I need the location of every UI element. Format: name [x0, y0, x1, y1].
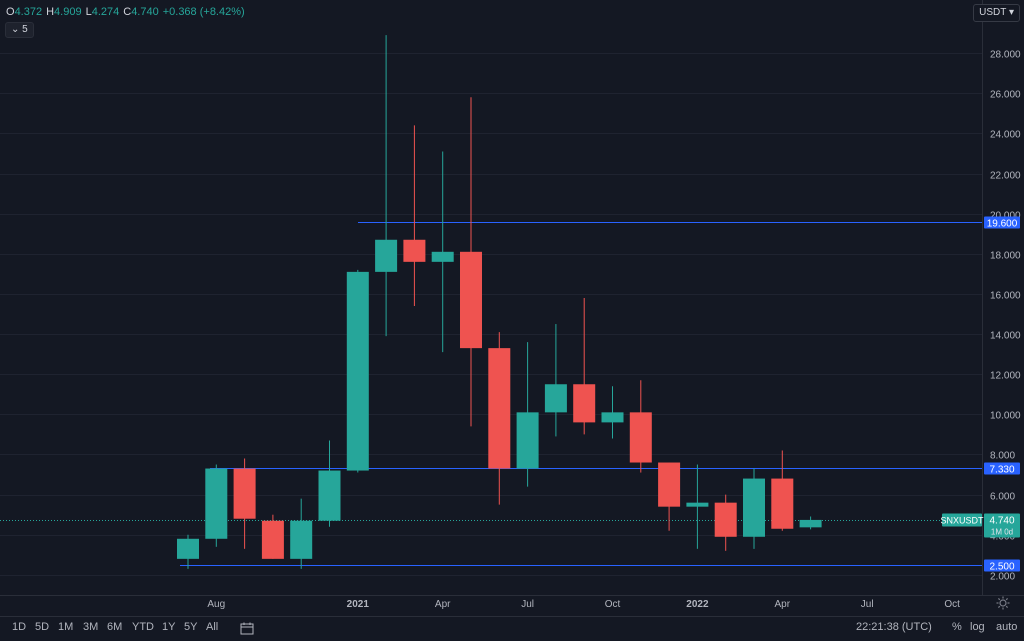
- x-tick-label: Jul: [521, 599, 534, 610]
- indicators-collapse-button[interactable]: ⌄ 5: [5, 22, 34, 38]
- y-tick-label: 8.000: [990, 451, 1015, 462]
- y-tick-label: 28.000: [990, 50, 1021, 61]
- range-1y-button[interactable]: 1Y: [162, 621, 176, 633]
- x-tick-label: 2021: [347, 599, 370, 610]
- level-price-label: 2.500: [989, 562, 1014, 573]
- close-value: 4.740: [131, 6, 159, 18]
- y-tick-label: 14.000: [990, 331, 1021, 342]
- y-tick-label: 24.000: [990, 130, 1021, 141]
- x-tick-label: Jul: [861, 599, 874, 610]
- low-key: L: [85, 6, 92, 18]
- candle-body[interactable]: [460, 251, 482, 349]
- candle-body[interactable]: [403, 239, 426, 262]
- change-value: +0.368 (+8.42%): [162, 6, 245, 18]
- last-price-countdown: 1M 0d: [991, 528, 1013, 537]
- y-tick-label: 10.000: [990, 411, 1021, 422]
- candle-body[interactable]: [771, 478, 794, 529]
- candle-body[interactable]: [544, 384, 567, 413]
- range-6m-button[interactable]: 6M: [107, 621, 123, 633]
- candle-body[interactable]: [799, 519, 822, 528]
- candle-body[interactable]: [601, 412, 624, 423]
- clock[interactable]: 22:21:38 (UTC): [856, 621, 932, 633]
- range-5d-button[interactable]: 5D: [35, 621, 50, 633]
- currency-select[interactable]: USDT ▾: [973, 4, 1020, 22]
- candle-body[interactable]: [573, 384, 596, 423]
- last-price-label: 4.740: [989, 516, 1014, 527]
- level-price-label: 7.330: [989, 465, 1014, 476]
- chevron-down-icon: ⌄: [11, 24, 20, 35]
- candle-body[interactable]: [375, 239, 398, 272]
- level-price-tag: [984, 559, 1020, 572]
- candle-body[interactable]: [516, 412, 539, 469]
- range-1d-button[interactable]: 1D: [12, 621, 27, 633]
- high-key: H: [46, 6, 55, 18]
- y-tick-label: 12.000: [990, 371, 1021, 382]
- candle-body[interactable]: [629, 412, 652, 463]
- close-key: C: [123, 6, 132, 18]
- candle-body[interactable]: [431, 251, 454, 262]
- open-value: 4.372: [14, 6, 43, 18]
- candle-body[interactable]: [658, 462, 681, 507]
- bottom-toolbar: 1D 5D 1M 3M 6M YTD 1Y 5Y All 22:21:38 (U…: [0, 616, 1024, 641]
- level-price-tag: [984, 216, 1020, 229]
- auto-toggle[interactable]: auto: [996, 621, 1018, 633]
- candle-body[interactable]: [318, 470, 341, 521]
- y-tick-label: 6.000: [990, 492, 1015, 503]
- low-value: 4.274: [91, 6, 120, 18]
- ohlc-legend: O4.372 H4.909 L4.274 C4.740 +0.368 (+8.42%): [6, 6, 249, 18]
- candlestick-chart[interactable]: 28.000 26.000 24.000 22.000 20.000 18.000 16.0…: [0, 0, 1024, 616]
- candle-body[interactable]: [686, 502, 709, 507]
- range-1m-button[interactable]: 1M: [58, 621, 74, 633]
- y-tick-label: 20.000: [990, 211, 1021, 222]
- symbol-tag: [942, 513, 982, 527]
- range-ytd-button[interactable]: YTD: [132, 621, 154, 633]
- candle-body[interactable]: [177, 538, 199, 559]
- collapse-count: 5: [22, 24, 28, 35]
- level-price-tag: [984, 462, 1020, 475]
- x-tick-label: Apr: [775, 599, 791, 610]
- y-tick-label: 26.000: [990, 90, 1021, 101]
- range-5y-button[interactable]: 5Y: [184, 621, 198, 633]
- gear-icon[interactable]: [996, 596, 1010, 610]
- x-tick-label: 2022: [686, 599, 709, 610]
- currency-label: USDT: [979, 7, 1007, 18]
- percent-toggle[interactable]: %: [952, 621, 962, 633]
- symbol-tag-label: SNXUSDT: [940, 516, 984, 526]
- x-tick-label: Aug: [207, 599, 225, 610]
- calendar-range-icon[interactable]: [240, 622, 254, 635]
- candle-body[interactable]: [233, 468, 256, 519]
- x-tick-label: Apr: [435, 599, 451, 610]
- candle-body[interactable]: [488, 348, 511, 469]
- x-tick-label: Oct: [605, 599, 621, 610]
- candle-body[interactable]: [290, 520, 313, 559]
- x-tick-label: Oct: [944, 599, 960, 610]
- y-tick-label: 18.000: [990, 251, 1021, 262]
- y-tick-label: 16.000: [990, 291, 1021, 302]
- candle-body[interactable]: [205, 468, 228, 539]
- candle-body[interactable]: [261, 520, 284, 559]
- open-key: O: [6, 6, 15, 18]
- candle-body[interactable]: [714, 502, 737, 537]
- candle-body[interactable]: [743, 478, 765, 537]
- chevron-down-icon: ▾: [1008, 7, 1014, 18]
- range-all-button[interactable]: All: [206, 621, 219, 633]
- high-value: 4.909: [54, 6, 82, 18]
- range-3m-button[interactable]: 3M: [83, 621, 99, 633]
- last-price-tag: [984, 513, 1020, 538]
- log-toggle[interactable]: log: [970, 621, 985, 633]
- y-tick-label: 22.000: [990, 171, 1021, 182]
- chart-background: [0, 0, 1024, 616]
- level-price-label: 19.600: [987, 219, 1018, 230]
- candle-body[interactable]: [346, 271, 369, 471]
- y-tick-label: 2.000: [990, 572, 1015, 583]
